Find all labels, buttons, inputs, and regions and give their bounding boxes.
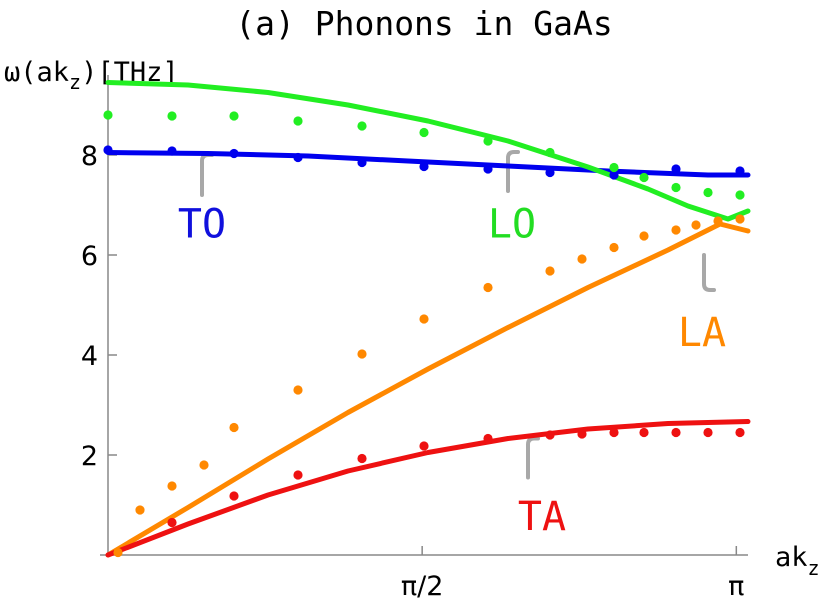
axis-ticks: π/2 π 2 4 6 8 xyxy=(81,141,745,602)
ta-data-point xyxy=(419,441,429,451)
la-data-point xyxy=(545,266,555,276)
lo-data-point xyxy=(103,110,113,120)
la-data-point xyxy=(199,460,209,470)
ta-model-curve xyxy=(105,419,751,558)
lo-branch-label: LO xyxy=(488,202,536,248)
to-data-point xyxy=(671,164,681,174)
ta-data-point xyxy=(735,427,745,438)
branch-labels: TO LO LA TA xyxy=(178,202,726,541)
la-data-point xyxy=(671,225,681,235)
lo-data-point xyxy=(419,127,429,138)
lo-data-point xyxy=(735,190,745,200)
la-data-point xyxy=(167,481,177,491)
to-data-point xyxy=(483,164,493,174)
lo-data-point xyxy=(167,111,177,121)
la-data-point xyxy=(735,214,745,224)
ta-label-pointer xyxy=(526,436,540,480)
la-data-point xyxy=(113,547,123,558)
lo-data-point xyxy=(293,116,303,126)
y-axis-label-subscript: z xyxy=(69,70,81,94)
ta-data-point xyxy=(609,427,619,438)
ta-data-point xyxy=(293,470,303,480)
la-data-point xyxy=(357,349,367,359)
y-tick-label: 6 xyxy=(81,241,98,272)
to-data-point xyxy=(167,146,177,156)
y-tick-label: 8 xyxy=(81,141,98,172)
lo-data-point xyxy=(671,182,681,193)
lo-data-point xyxy=(639,172,649,183)
lo-label-pointer xyxy=(506,150,520,193)
lo-data-point xyxy=(609,162,619,173)
to-model-curve xyxy=(105,150,751,178)
measured-points xyxy=(103,110,745,558)
to-data-point xyxy=(609,170,619,180)
la-data-point xyxy=(713,216,723,226)
to-data-point xyxy=(103,145,113,155)
ta-data-point xyxy=(639,427,649,438)
lo-data-point xyxy=(703,187,713,198)
la-data-point xyxy=(135,505,145,515)
ta-data-point xyxy=(577,429,587,439)
la-data-point xyxy=(483,282,493,293)
to-data-point xyxy=(357,157,367,168)
la-data-point xyxy=(639,231,649,241)
ta-data-point xyxy=(229,491,239,501)
to-data-point xyxy=(735,166,745,176)
x-tick-label: π/2 xyxy=(401,571,444,602)
ta-data-point xyxy=(703,427,713,438)
x-axis-label-main: ak xyxy=(775,542,808,573)
label-pointers xyxy=(200,150,716,480)
la-data-point xyxy=(229,422,239,433)
y-axis-label-main: ω(ak xyxy=(4,57,69,88)
la-label-pointer xyxy=(702,253,716,292)
la-data-point xyxy=(293,385,303,395)
la-data-point xyxy=(609,242,619,253)
ta-data-point xyxy=(357,453,367,464)
to-data-point xyxy=(419,161,429,172)
ta-data-point xyxy=(671,427,681,438)
to-label-pointer xyxy=(200,153,214,197)
ta-data-point xyxy=(545,430,555,440)
la-data-point xyxy=(691,220,701,230)
y-axis-label: ω(akz)[THz] xyxy=(4,57,179,94)
la-data-point xyxy=(419,314,429,324)
to-data-point xyxy=(545,167,555,178)
to-branch-label: TO xyxy=(178,202,226,248)
lo-data-point xyxy=(357,121,367,131)
la-branch-label: LA xyxy=(678,310,726,356)
lo-model-curve xyxy=(105,80,751,222)
x-axis-label-subscript: z xyxy=(808,556,820,580)
y-tick-label: 2 xyxy=(81,441,98,472)
x-axis-label: akz xyxy=(775,542,820,580)
ta-branch-label: TA xyxy=(518,494,566,540)
lo-data-point xyxy=(545,147,555,158)
la-data-point xyxy=(577,254,587,264)
lo-data-point xyxy=(229,111,239,121)
y-tick-label: 4 xyxy=(81,341,98,372)
chart-title: (a) Phonons in GaAs xyxy=(235,4,613,43)
lo-data-point xyxy=(483,136,493,146)
to-data-point xyxy=(229,148,239,159)
to-data-point xyxy=(293,152,303,163)
ta-data-point xyxy=(167,517,177,528)
ta-data-point xyxy=(483,433,493,444)
la-model-curve xyxy=(105,221,751,558)
x-tick-label: π xyxy=(728,571,744,602)
model-curves xyxy=(105,80,751,558)
